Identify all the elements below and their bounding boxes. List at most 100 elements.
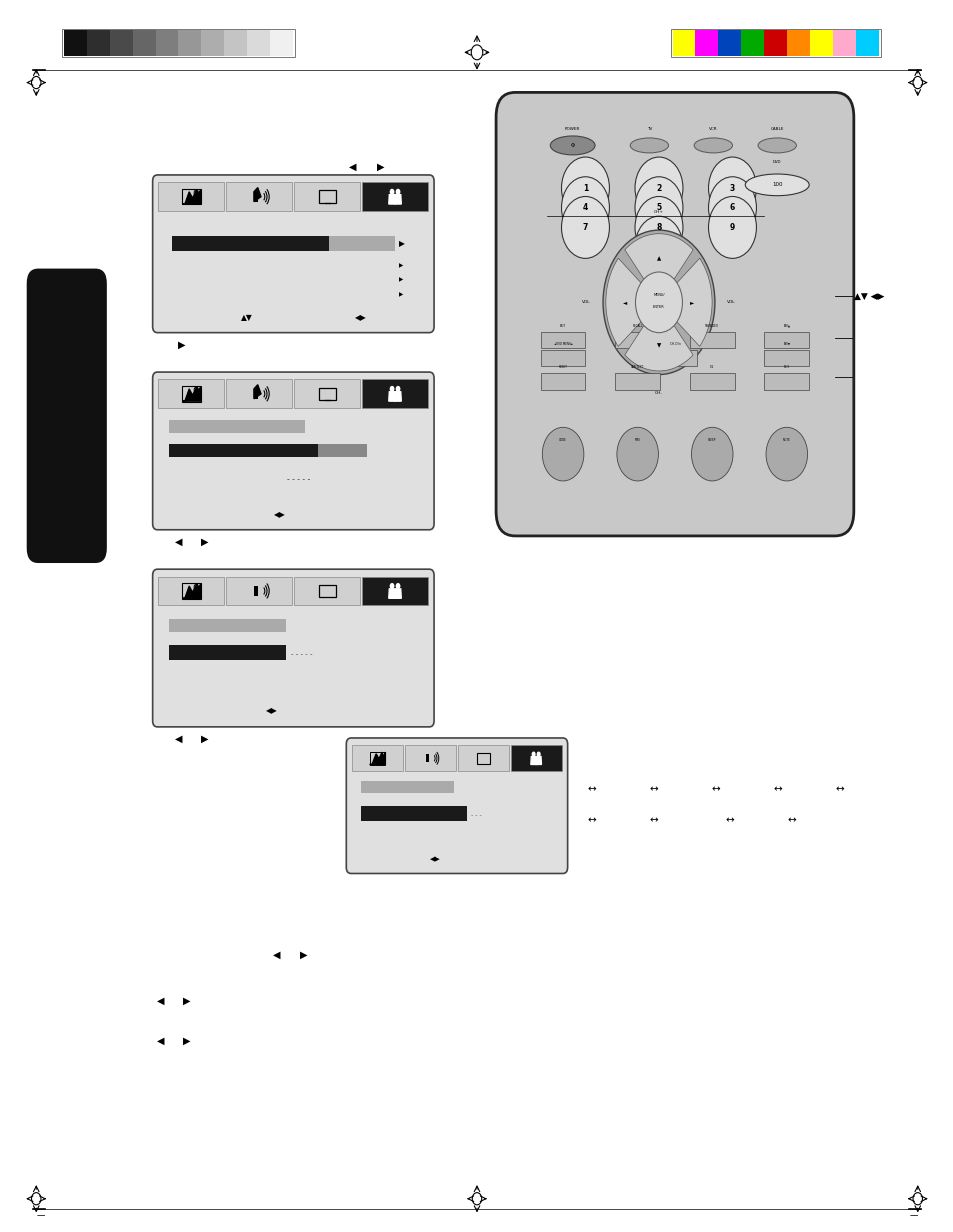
Text: ↔: ↔ <box>648 785 658 795</box>
Text: 3: 3 <box>729 184 735 192</box>
Text: 16:9: 16:9 <box>783 366 789 370</box>
Text: 6: 6 <box>729 203 735 212</box>
Text: ENTER: ENTER <box>653 306 664 309</box>
Text: 7: 7 <box>582 223 588 232</box>
Bar <box>158 182 224 211</box>
Text: ◀: ◀ <box>156 995 164 1005</box>
Text: DVD: DVD <box>772 160 781 164</box>
Text: POWER: POWER <box>564 127 579 131</box>
Circle shape <box>561 176 609 239</box>
Text: —: — <box>908 1211 917 1221</box>
Text: ↔: ↔ <box>648 816 658 825</box>
Text: ▶: ▶ <box>183 1036 191 1046</box>
FancyBboxPatch shape <box>27 269 107 563</box>
Bar <box>64 31 87 57</box>
Text: ►: ► <box>690 299 694 304</box>
Bar <box>695 31 718 57</box>
Text: VCR: VCR <box>708 127 717 131</box>
Circle shape <box>691 428 732 480</box>
Bar <box>511 745 561 771</box>
Bar <box>62 30 294 58</box>
Circle shape <box>708 176 756 239</box>
Polygon shape <box>389 392 395 402</box>
Text: —: — <box>36 1211 45 1221</box>
Bar <box>809 31 832 57</box>
Bar <box>362 182 428 211</box>
Circle shape <box>635 272 681 333</box>
Bar <box>352 745 402 771</box>
Circle shape <box>765 428 807 480</box>
Text: ▶: ▶ <box>299 950 307 960</box>
Circle shape <box>395 386 400 392</box>
Polygon shape <box>536 756 541 765</box>
Bar <box>182 188 200 205</box>
Text: ▶: ▶ <box>398 262 402 267</box>
Wedge shape <box>659 259 711 346</box>
Bar <box>362 379 428 408</box>
Bar <box>319 388 335 400</box>
Text: 5: 5 <box>656 203 660 212</box>
Circle shape <box>395 583 400 589</box>
Bar <box>158 577 224 605</box>
Bar <box>615 331 659 349</box>
Text: ▶: ▶ <box>398 292 402 297</box>
Text: MUTE: MUTE <box>782 439 790 442</box>
Bar <box>360 806 466 821</box>
Bar <box>182 583 200 599</box>
Bar <box>226 577 292 605</box>
Bar <box>253 389 257 399</box>
Text: VOL: VOL <box>726 301 735 304</box>
Circle shape <box>389 583 394 589</box>
Bar <box>169 444 318 457</box>
Circle shape <box>635 176 682 239</box>
Circle shape <box>635 156 682 219</box>
Text: ↔: ↔ <box>724 816 734 825</box>
Circle shape <box>635 216 682 278</box>
Text: ◀: ◀ <box>273 950 280 960</box>
Bar <box>319 585 335 598</box>
Circle shape <box>395 188 400 195</box>
Bar <box>294 182 360 211</box>
Text: TV: TV <box>646 127 652 131</box>
Bar <box>319 191 335 203</box>
Ellipse shape <box>630 138 668 153</box>
Text: ▶: ▶ <box>201 734 209 744</box>
Text: ↔: ↔ <box>834 785 843 795</box>
Circle shape <box>602 230 714 375</box>
Bar <box>540 373 585 389</box>
Bar <box>670 30 880 58</box>
Bar <box>178 31 201 57</box>
Text: ↔: ↔ <box>586 785 596 795</box>
Text: ◄: ◄ <box>622 299 627 304</box>
Bar <box>132 31 155 57</box>
Wedge shape <box>624 234 693 302</box>
Bar <box>540 331 585 349</box>
Text: ◀▶: ◀▶ <box>430 856 440 861</box>
Bar <box>540 350 585 366</box>
Circle shape <box>708 196 756 259</box>
Bar <box>786 31 809 57</box>
Bar <box>201 31 224 57</box>
Bar <box>169 646 286 659</box>
Polygon shape <box>253 384 261 399</box>
FancyBboxPatch shape <box>346 738 567 873</box>
Polygon shape <box>530 756 536 765</box>
Bar <box>294 379 360 408</box>
Text: SLEEP: SLEEP <box>707 439 716 442</box>
Text: 8: 8 <box>656 223 661 232</box>
Text: RESET: RESET <box>558 366 567 370</box>
Text: CODE: CODE <box>558 439 566 442</box>
Polygon shape <box>182 387 200 402</box>
Polygon shape <box>395 392 401 402</box>
Ellipse shape <box>694 138 732 153</box>
Bar <box>763 373 808 389</box>
Polygon shape <box>395 195 401 205</box>
Bar <box>855 31 878 57</box>
Bar <box>158 379 224 408</box>
Ellipse shape <box>550 136 595 155</box>
Ellipse shape <box>744 174 808 196</box>
FancyBboxPatch shape <box>512 101 837 253</box>
Wedge shape <box>605 259 659 346</box>
Text: 1/2: 1/2 <box>709 366 714 370</box>
Text: 4: 4 <box>582 203 587 212</box>
